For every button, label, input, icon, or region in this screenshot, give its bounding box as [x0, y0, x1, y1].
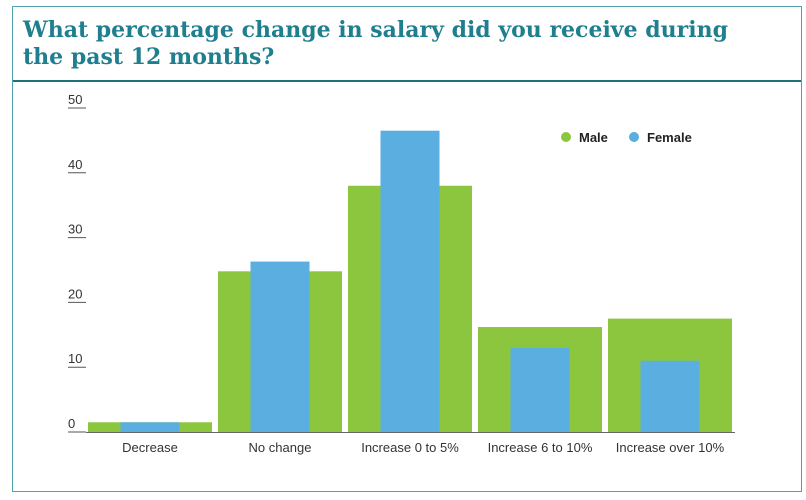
x-tick-label: Increase over 10% — [616, 440, 725, 455]
y-tick-label: 0 — [68, 416, 75, 431]
y-tick-label: 40 — [68, 157, 82, 172]
legend-swatch-male — [561, 132, 571, 142]
bar-female — [640, 360, 700, 432]
x-tick-label: No change — [249, 440, 312, 455]
bar-female — [380, 130, 440, 432]
bar-series — [88, 130, 732, 432]
legend-label-male: Male — [579, 130, 608, 145]
x-tick-label: Decrease — [122, 440, 178, 455]
title-divider — [13, 80, 801, 82]
bar-female — [510, 347, 570, 432]
y-tick-label: 50 — [68, 92, 82, 107]
chart-title: What percentage change in salary did you… — [23, 17, 728, 70]
y-axis: 0 10 20 30 40 50 — [68, 92, 86, 433]
legend-label-female: Female — [647, 130, 692, 145]
x-tick-label: Increase 0 to 5% — [361, 440, 459, 455]
y-tick-label: 20 — [68, 286, 82, 301]
x-axis: Decrease No change Increase 0 to 5% Increas… — [86, 432, 735, 455]
bar-female — [120, 422, 180, 432]
y-tick-label: 10 — [68, 351, 82, 366]
legend-swatch-female — [629, 132, 639, 142]
y-tick-label: 30 — [68, 222, 82, 237]
x-tick-label: Increase 6 to 10% — [488, 440, 593, 455]
bar-female — [250, 261, 310, 432]
legend: Male Female — [561, 130, 692, 145]
